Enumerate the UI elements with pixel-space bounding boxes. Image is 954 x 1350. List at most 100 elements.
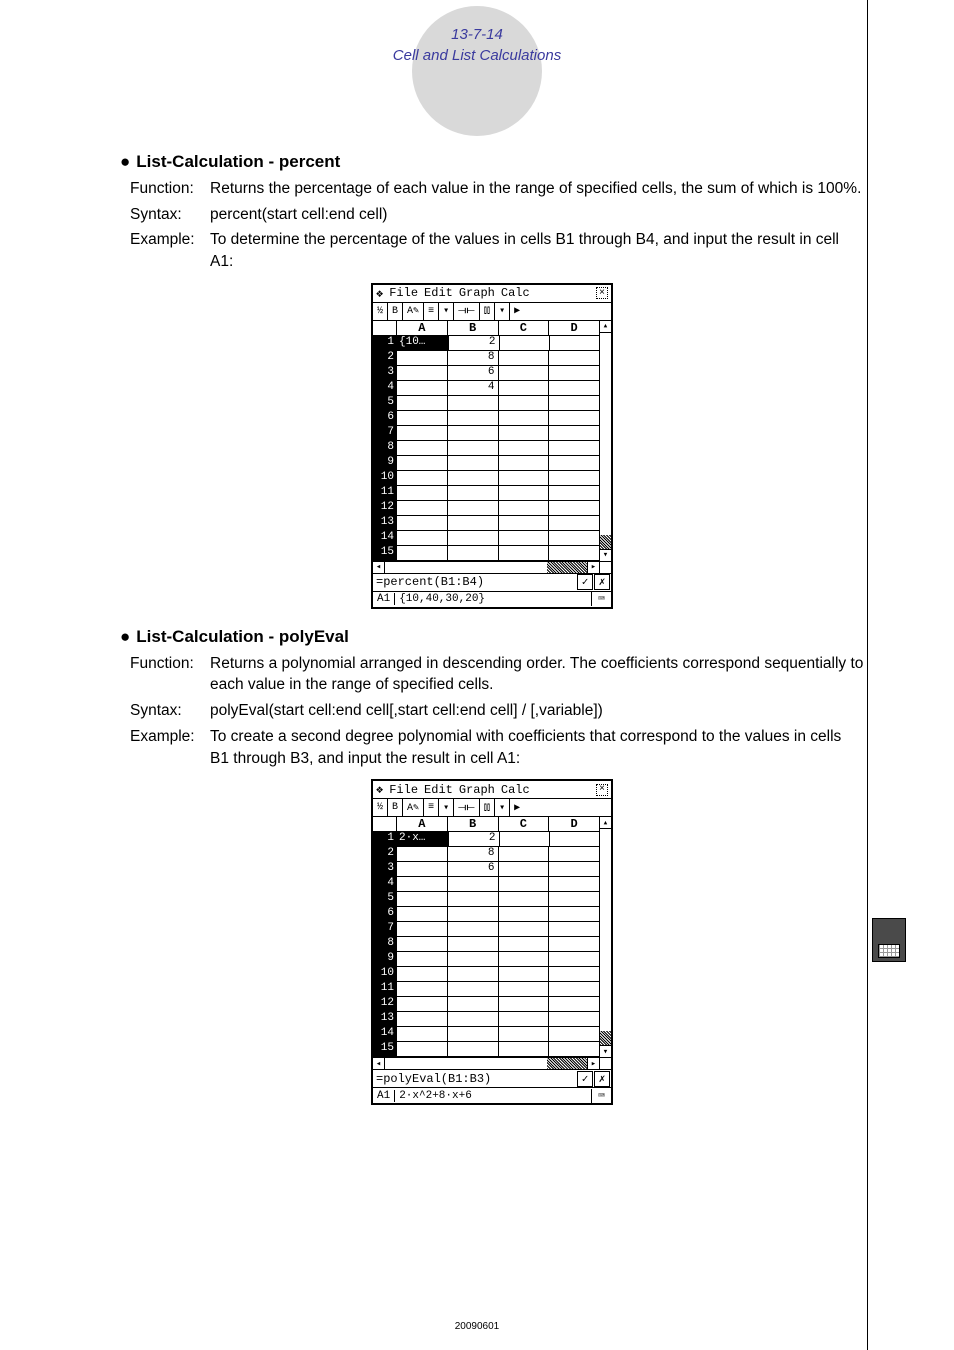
cell[interactable]: 6 <box>448 366 499 380</box>
confirm-button[interactable]: ✓ <box>577 574 593 590</box>
column-header[interactable]: C <box>499 321 550 335</box>
cell[interactable] <box>397 426 448 440</box>
cell[interactable] <box>549 922 599 936</box>
cell[interactable] <box>550 336 599 350</box>
cell[interactable] <box>499 486 550 500</box>
column-header[interactable]: A <box>397 817 448 831</box>
cell[interactable] <box>499 877 550 891</box>
cell[interactable] <box>549 1012 599 1026</box>
cell[interactable]: 6 <box>448 862 499 876</box>
cell[interactable] <box>499 967 550 981</box>
toolbar-button[interactable]: ▾ <box>495 303 510 320</box>
row-header[interactable]: 8 <box>373 441 397 455</box>
cell[interactable] <box>397 456 448 470</box>
formula-text[interactable]: =percent(B1:B4) <box>373 575 577 589</box>
cell[interactable] <box>549 351 599 365</box>
cell[interactable] <box>499 516 550 530</box>
cell[interactable] <box>499 411 550 425</box>
cell[interactable] <box>397 1027 448 1041</box>
cell[interactable] <box>549 967 599 981</box>
menu-item[interactable]: Graph <box>459 286 495 300</box>
cell[interactable] <box>549 471 599 485</box>
cell[interactable] <box>397 1012 448 1026</box>
toolbar-button[interactable]: ⫾⫾ <box>480 799 495 816</box>
cell[interactable] <box>397 952 448 966</box>
cell[interactable] <box>550 832 599 846</box>
cell[interactable] <box>397 892 448 906</box>
cell[interactable] <box>549 516 599 530</box>
cell[interactable] <box>499 937 550 951</box>
cell[interactable] <box>448 411 499 425</box>
menu-item[interactable]: File <box>389 783 418 797</box>
cell[interactable] <box>397 967 448 981</box>
cell[interactable] <box>549 847 599 861</box>
cell[interactable] <box>448 982 499 996</box>
cell[interactable] <box>448 441 499 455</box>
cell[interactable] <box>448 471 499 485</box>
cell[interactable] <box>397 501 448 515</box>
formula-text[interactable]: =polyEval(B1:B3) <box>373 1072 577 1086</box>
cell[interactable] <box>549 862 599 876</box>
cell[interactable] <box>448 486 499 500</box>
cell[interactable] <box>499 546 550 560</box>
row-header[interactable]: 7 <box>373 922 397 936</box>
column-header[interactable]: B <box>448 817 499 831</box>
cell[interactable] <box>397 531 448 545</box>
horizontal-scrollbar[interactable]: ◂ ▸ <box>373 1057 611 1069</box>
row-header[interactable]: 9 <box>373 952 397 966</box>
column-header[interactable]: D <box>549 321 599 335</box>
cell[interactable] <box>448 907 499 921</box>
row-header[interactable]: 13 <box>373 516 397 530</box>
cell[interactable]: 8 <box>448 351 499 365</box>
row-header[interactable]: 5 <box>373 892 397 906</box>
row-header[interactable]: 4 <box>373 381 397 395</box>
row-header[interactable]: 6 <box>373 411 397 425</box>
cell[interactable] <box>549 1042 599 1056</box>
cell[interactable] <box>397 381 448 395</box>
row-header[interactable]: 2 <box>373 351 397 365</box>
menu-item[interactable]: Edit <box>424 286 453 300</box>
cell[interactable] <box>499 501 550 515</box>
scroll-left-icon[interactable]: ◂ <box>373 1058 385 1069</box>
toolbar-button[interactable]: ½ <box>373 799 388 816</box>
row-header[interactable]: 3 <box>373 862 397 876</box>
toolbar-button[interactable]: ⟞⟝ <box>454 303 480 320</box>
row-header[interactable]: 12 <box>373 997 397 1011</box>
cell[interactable] <box>499 997 550 1011</box>
cell[interactable] <box>397 546 448 560</box>
cell[interactable] <box>448 892 499 906</box>
toolbar-button[interactable]: ⟞⟝ <box>454 799 480 816</box>
cell[interactable] <box>397 411 448 425</box>
row-header[interactable]: 10 <box>373 967 397 981</box>
row-header[interactable]: 9 <box>373 456 397 470</box>
cell[interactable] <box>549 366 599 380</box>
check-icon[interactable]: ❖ <box>376 782 383 797</box>
cell[interactable] <box>499 366 550 380</box>
row-header[interactable]: 6 <box>373 907 397 921</box>
cell[interactable] <box>500 832 550 846</box>
check-icon[interactable]: ❖ <box>376 286 383 301</box>
cell[interactable] <box>499 847 550 861</box>
cell[interactable] <box>448 1027 499 1041</box>
cell[interactable] <box>549 907 599 921</box>
cell[interactable] <box>549 441 599 455</box>
cell[interactable] <box>397 351 448 365</box>
row-header[interactable]: 1 <box>373 832 397 846</box>
cell[interactable] <box>448 1042 499 1056</box>
cell[interactable]: 2 <box>449 832 499 846</box>
confirm-button[interactable]: ✓ <box>577 1071 593 1087</box>
cell[interactable] <box>549 546 599 560</box>
cell[interactable] <box>499 426 550 440</box>
cell[interactable] <box>448 967 499 981</box>
cell[interactable]: 4 <box>448 381 499 395</box>
cell[interactable] <box>397 862 448 876</box>
cell[interactable] <box>448 516 499 530</box>
vertical-scrollbar[interactable]: ▴ ▾ <box>599 321 611 561</box>
row-header[interactable]: 11 <box>373 486 397 500</box>
toolbar-button[interactable]: ≡ <box>424 303 439 320</box>
toolbar-button[interactable]: B <box>388 303 403 320</box>
menu-item[interactable]: Calc <box>501 286 530 300</box>
cell[interactable] <box>549 892 599 906</box>
side-tab-spreadsheet-icon[interactable] <box>872 918 906 962</box>
cell[interactable]: 2 <box>449 336 499 350</box>
